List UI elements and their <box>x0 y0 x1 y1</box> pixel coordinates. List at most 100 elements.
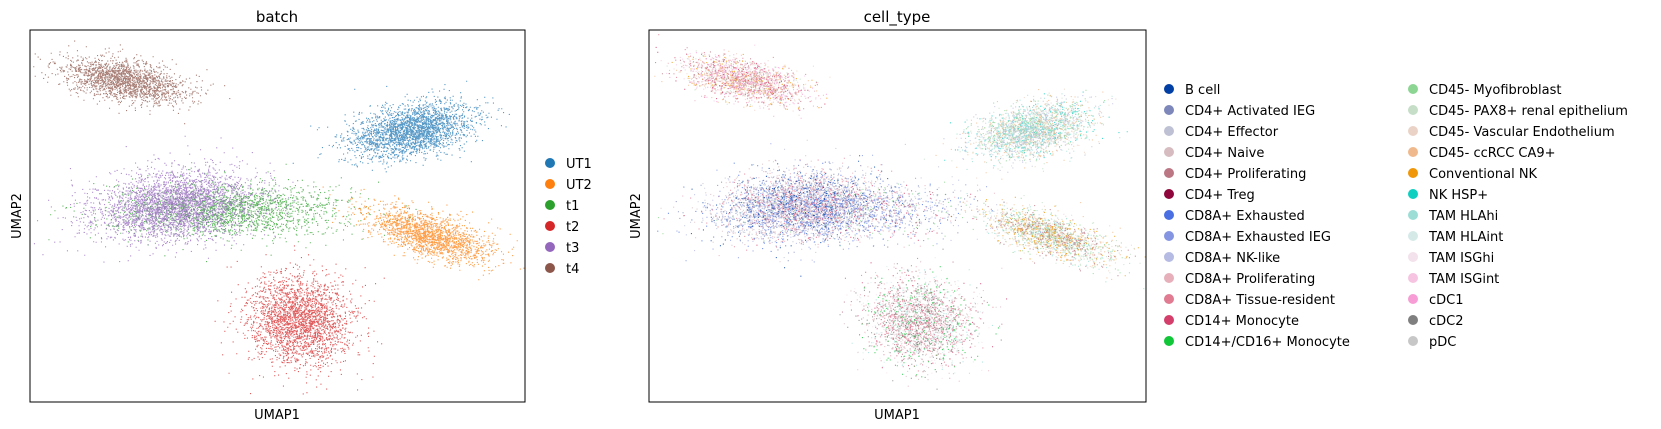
cell-type-legend-item: CD8A+ Exhausted IEG <box>1164 230 1331 245</box>
cell-type-legend-label: CD4+ Activated IEG <box>1185 104 1315 119</box>
cell-type-legend-label: CD8A+ Proliferating <box>1185 272 1315 287</box>
cell-type-legend-item: B cell <box>1164 83 1220 98</box>
point-cloud <box>839 246 1002 390</box>
batch-legend: UT1 UT2 t1 t2 t3 t4 <box>545 157 592 277</box>
cell-type-ylabel: UMAP2 <box>629 193 644 239</box>
point-cloud <box>214 245 385 395</box>
cell-type-legend-label: cDC1 <box>1429 293 1464 308</box>
cell-type-legend-marker <box>1164 126 1174 136</box>
cell-type-legend-item: TAM HLAhi <box>1408 209 1498 224</box>
cell-type-legend-marker <box>1408 189 1418 199</box>
cell-type-legend-label: CD8A+ Exhausted <box>1185 209 1305 224</box>
cell-type-legend-label: CD45- Vascular Endothelium <box>1429 125 1615 140</box>
cell-type-legend-item: CD4+ Naive <box>1164 146 1264 161</box>
cell-type-legend-label: TAM HLAhi <box>1428 209 1498 224</box>
point-cloud <box>292 80 510 173</box>
point-cloud <box>675 162 1028 262</box>
cell-type-legend-marker <box>1164 315 1174 325</box>
cell-type-legend-item: CD4+ Effector <box>1164 125 1279 140</box>
cell-type-legend-item: cDC1 <box>1408 293 1464 308</box>
cell-type-legend-marker <box>1164 147 1174 157</box>
point-cloud <box>667 49 1004 387</box>
cell-type-legend-item: CD14+/CD16+ Monocyte <box>1164 335 1350 350</box>
cell-type-legend-item: NK HSP+ <box>1408 188 1488 203</box>
batch-legend-marker <box>545 242 555 252</box>
cell-type-legend-item: CD45- Myofibroblast <box>1408 83 1561 98</box>
point-cloud <box>654 50 1135 280</box>
cell-type-legend-marker <box>1408 273 1418 283</box>
cell-type-legend-label: CD4+ Effector <box>1185 125 1279 140</box>
batch-legend-label: t1 <box>566 199 579 214</box>
cell-type-legend-marker <box>1164 336 1174 346</box>
point-cloud <box>322 186 525 281</box>
cell-type-legend-item: Conventional NK <box>1408 167 1538 182</box>
cell-type-legend-marker <box>1164 294 1174 304</box>
cell-type-legend-label: CD14+/CD16+ Monocyte <box>1185 335 1350 350</box>
cell-type-legend-item: TAM HLAint <box>1408 230 1503 245</box>
cell-type-legend-label: CD4+ Treg <box>1185 188 1255 203</box>
cell-type-legend-item: TAM ISGhi <box>1408 251 1494 266</box>
cell-type-legend-label: TAM ISGint <box>1428 272 1499 287</box>
cell-type-legend-item: CD8A+ Tissue-resident <box>1164 293 1335 308</box>
batch-legend-marker <box>545 221 555 231</box>
cell-type-points <box>649 34 1146 390</box>
point-cloud <box>657 89 1130 275</box>
cell-type-legend-marker <box>1408 84 1418 94</box>
batch-legend-item: t2 <box>545 220 579 235</box>
cell-type-legend-label: CD8A+ Exhausted IEG <box>1185 230 1331 245</box>
cell-type-legend-label: CD45- PAX8+ renal epithelium <box>1429 104 1628 119</box>
cell-type-legend-marker <box>1408 252 1418 262</box>
batch-legend-marker <box>545 179 555 189</box>
batch-legend-label: t2 <box>566 220 579 235</box>
point-cloud <box>861 266 999 378</box>
cell-type-legend-label: cDC2 <box>1429 314 1464 329</box>
cell-type-legend-marker <box>1164 105 1174 115</box>
cell-type-legend-marker <box>1408 294 1418 304</box>
cell-type-legend-label: Conventional NK <box>1429 167 1538 182</box>
cell-type-legend-marker <box>1408 210 1418 220</box>
cell-type-legend-label: CD14+ Monocyte <box>1185 314 1299 329</box>
cell-type-legend-label: B cell <box>1185 83 1220 98</box>
point-cloud <box>660 155 1002 381</box>
cell-type-legend-label: NK HSP+ <box>1429 188 1488 203</box>
cell-type-legend-label: TAM HLAint <box>1428 230 1503 245</box>
batch-legend-label: t3 <box>566 241 579 256</box>
cell-type-legend-marker <box>1408 126 1418 136</box>
cell-type-legend-marker <box>1164 168 1174 178</box>
cell-type-legend-label: TAM ISGhi <box>1428 251 1494 266</box>
cell-type-legend-marker <box>1164 231 1174 241</box>
cell-type-legend-item: TAM ISGint <box>1408 272 1499 287</box>
point-cloud <box>944 91 1128 167</box>
point-cloud <box>33 135 296 263</box>
cell-type-panel: cell_type UMAP1 UMAP2 B cell CD4+ Activat… <box>629 8 1628 423</box>
cell-type-legend-label: CD8A+ NK-like <box>1185 251 1280 266</box>
batch-legend-marker <box>545 158 555 168</box>
cell-type-legend-item: CD45- PAX8+ renal epithelium <box>1408 104 1628 119</box>
batch-plot-frame <box>29 29 526 403</box>
cell-type-legend-item: CD14+ Monocyte <box>1164 314 1299 329</box>
cell-type-xlabel: UMAP1 <box>874 408 920 423</box>
cell-type-legend-label: CD45- ccRCC CA9+ <box>1429 146 1556 161</box>
batch-legend-label: UT1 <box>566 157 592 172</box>
batch-legend-item: UT1 <box>545 157 592 172</box>
batch-legend-item: t4 <box>545 262 579 277</box>
cell-type-legend: B cell CD4+ Activated IEG CD4+ Effector CD4… <box>1164 83 1628 350</box>
batch-legend-item: t1 <box>545 199 579 214</box>
cell-type-legend-label: CD4+ Naive <box>1185 146 1264 161</box>
cell-type-legend-item: CD45- ccRCC CA9+ <box>1408 146 1556 161</box>
cell-type-legend-marker <box>1164 84 1174 94</box>
batch-legend-marker <box>545 263 555 273</box>
batch-panel: batch UMAP1 UMAP2 UT1 UT2 t1 t2 t3 t4 <box>10 8 592 423</box>
cell-type-legend-marker <box>1164 273 1174 283</box>
cell-type-legend-marker <box>1408 336 1418 346</box>
cell-type-legend-item: CD4+ Activated IEG <box>1164 104 1315 119</box>
batch-xlabel: UMAP1 <box>254 408 300 423</box>
cell-type-legend-label: CD4+ Proliferating <box>1185 167 1306 182</box>
cell-type-legend-item: CD45- Vascular Endothelium <box>1408 125 1615 140</box>
batch-legend-item: t3 <box>545 241 579 256</box>
point-cloud <box>857 257 984 374</box>
cell-type-title: cell_type <box>864 8 931 27</box>
cell-type-legend-item: cDC2 <box>1408 314 1464 329</box>
batch-ylabel: UMAP2 <box>10 193 25 239</box>
